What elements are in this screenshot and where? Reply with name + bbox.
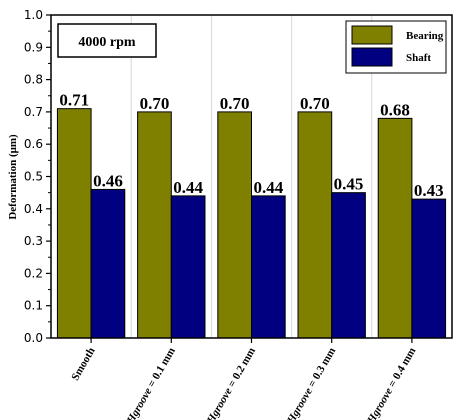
bar-bearing [56, 108, 92, 339]
bar-bearing [377, 117, 413, 339]
y-tick-label: 0.4 [24, 202, 43, 216]
y-tick-label: 0.0 [24, 331, 43, 345]
legend-swatch-bearing [351, 25, 393, 45]
y-axis-label: Deformation (μm) [7, 134, 19, 220]
annotation-text: 4000 rpm [78, 35, 136, 50]
x-tick-label: Hgroove = 0.2 mm [204, 346, 258, 420]
data-label: 0.70 [140, 94, 170, 113]
y-tick-label: 0.2 [24, 266, 43, 280]
bar-shaft [331, 192, 366, 339]
y-tick-label: 0.3 [24, 234, 43, 248]
x-tick-label: Hgroove = 0.4 mm [365, 346, 419, 420]
data-label: 0.44 [173, 178, 203, 197]
legend: Bearing Shaft [345, 20, 447, 74]
legend-swatch-shaft [351, 47, 393, 67]
data-label: 0.68 [380, 100, 410, 119]
y-tick-label: 0.8 [24, 73, 43, 87]
data-label: 0.70 [300, 94, 330, 113]
legend-label-shaft: Shaft [406, 52, 431, 64]
value-labels: 0.71 0.70 0.70 0.70 0.68 0.46 0.44 0.44 0.45 0.43 [59, 91, 443, 200]
y-tick-label: 0.1 [24, 299, 43, 313]
bar-shaft [90, 188, 126, 339]
x-tick-label: Hgroove = 0.1 mm [124, 346, 178, 420]
data-label: 0.45 [334, 175, 364, 194]
y-tick-label: 0.7 [24, 105, 43, 119]
bar-bearing [137, 111, 172, 339]
y-tick-label: 1.0 [24, 8, 43, 22]
bar-shaft [170, 195, 206, 339]
data-label: 0.71 [59, 91, 89, 110]
bar-bearing [217, 111, 252, 339]
annotation-box: 4000 rpm [57, 23, 157, 58]
data-label: 0.43 [414, 181, 444, 200]
bar-shaft [251, 195, 286, 339]
y-tick-label: 0.9 [24, 40, 43, 54]
x-tick-label: Smooth [69, 346, 97, 383]
bar-bearing [297, 111, 333, 339]
y-tick-label: 0.6 [24, 137, 43, 151]
bars [56, 108, 447, 339]
bar-shaft [411, 198, 447, 339]
data-label: 0.46 [93, 171, 123, 190]
data-label: 0.44 [253, 178, 283, 197]
legend-label-bearing: Bearing [406, 30, 444, 42]
y-tick-label: 0.5 [24, 170, 43, 184]
x-tick-label: Hgroove = 0.3 mm [285, 346, 339, 420]
data-label: 0.70 [220, 94, 250, 113]
